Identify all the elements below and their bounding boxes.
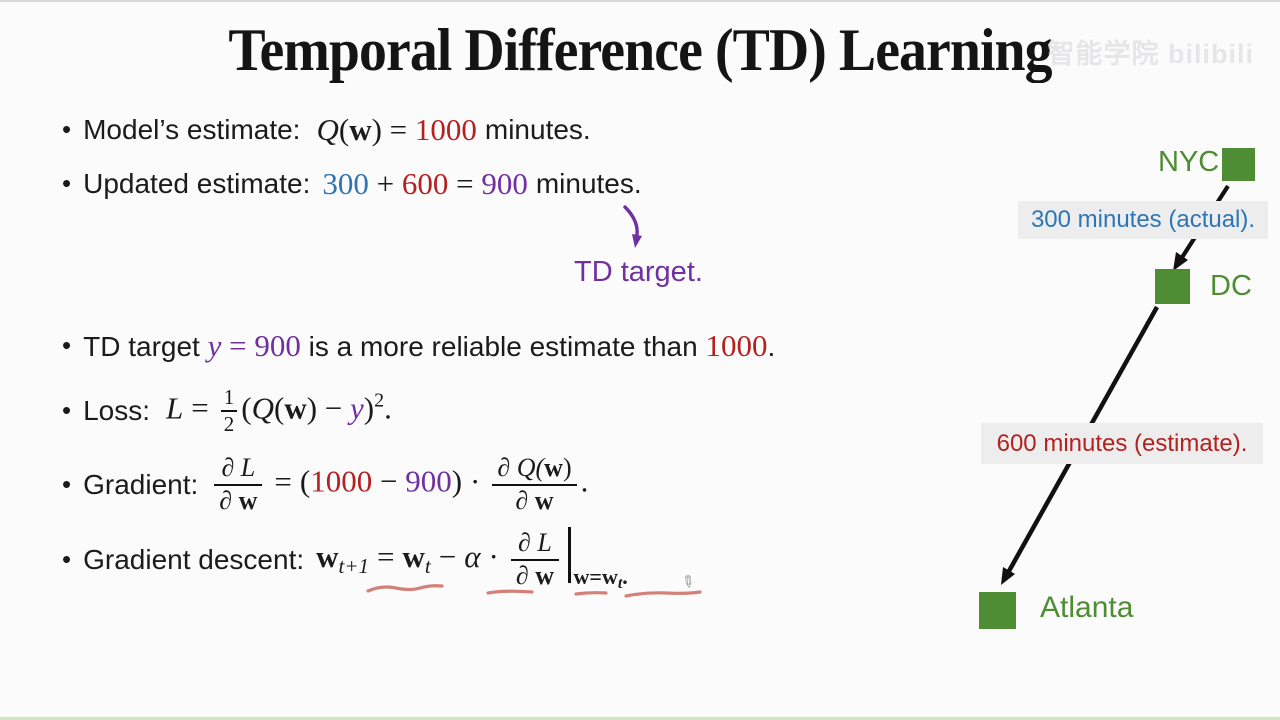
dc-node-square (1155, 269, 1190, 304)
estimate-time-badge: 600 minutes (estimate). (981, 423, 1263, 464)
bullet-dot: • (62, 113, 72, 144)
dL-dw-fraction: ∂ L ∂ w (214, 455, 263, 514)
atlanta-node-square (979, 592, 1016, 629)
gradient-label: Gradient: (83, 468, 199, 500)
minutes-suffix: minutes. (535, 167, 642, 199)
value-1000: 1000 (705, 328, 768, 363)
value-300: 300 (322, 166, 369, 201)
bilibili-watermark: 智能学院 bilibili (1047, 39, 1254, 69)
model-estimate-label: Model’s estimate: (83, 113, 301, 145)
bullet-dot: • (62, 469, 72, 500)
bullet-model-estimate: • Model’s estimate: Q(w) = 1000 minutes. (62, 112, 591, 148)
td-target-annotation: TD target. (574, 256, 703, 288)
pen-cursor-icon: ✎ (676, 571, 698, 594)
minutes-suffix: minutes. (484, 113, 591, 145)
bullet-gradient-descent: • Gradient descent: wt+1 = wt − α · ∂ L ∂ w w=wt… (62, 524, 628, 596)
bullet-updated-estimate: • Updated estimate: 300 + 600 = 900 minu… (62, 166, 642, 202)
nyc-node-square (1222, 148, 1255, 181)
model-estimate-math: Q(w) = 1000 (316, 112, 477, 147)
purple-td-target-arrow (623, 205, 642, 248)
bottom-progress-line (0, 717, 1280, 720)
slide-title: Temporal Difference (TD) Learning (228, 17, 1052, 83)
dL-dw-fraction: ∂ L ∂ w (510, 529, 559, 589)
bullet-td-target-reliable: • TD target y = 900 is a more reliable e… (62, 328, 775, 364)
loss-label: Loss: (83, 394, 151, 426)
value-1000: 1000 (414, 112, 477, 147)
value-900: 900 (405, 464, 452, 500)
gradient-descent-math: wt+1 = wt − α · ∂ L ∂ w w=wt. (316, 526, 628, 592)
atlanta-label: Atlanta (1040, 591, 1134, 624)
bullet-dot: • (62, 329, 72, 360)
evaluation-condition: w=wt. (573, 563, 628, 592)
evaluated-at-bar (568, 526, 571, 583)
bullet-gradient: • Gradient: ∂ L ∂ w = (1000 − 900) · ∂ Q(w) ∂ … (62, 449, 588, 521)
bullet-dot: • (62, 167, 72, 198)
updated-estimate-math: 300 + 600 = 900 (322, 166, 528, 201)
reliable-text: TD target y = 900 is a more reliable est… (83, 328, 776, 363)
dQ-dw-fraction: ∂ Q(w) ∂ w (492, 455, 577, 514)
gradient-math: ∂ L ∂ w = (1000 − 900) · ∂ Q(w) ∂ w. (210, 455, 588, 514)
actual-time-badge: 300 minutes (actual). (1018, 201, 1268, 239)
gradient-descent-label: Gradient descent: (83, 543, 305, 575)
nyc-label: NYC (1158, 146, 1220, 178)
td-target-value: y = 900 (207, 328, 301, 363)
bullet-loss: • Loss: L = 1 2 (Q(w) − y)2. (62, 382, 392, 440)
updated-estimate-label: Updated estimate: (83, 167, 311, 199)
bullet-dot: • (62, 395, 72, 426)
y-variable: y (350, 390, 364, 426)
value-600: 600 (401, 166, 449, 201)
top-divider (0, 0, 1280, 2)
loss-math: L = 1 2 (Q(w) − y)2. (166, 384, 392, 436)
bullet-dot: • (62, 544, 72, 575)
dc-label: DC (1210, 270, 1252, 302)
value-900: 900 (481, 166, 528, 201)
value-1000: 1000 (310, 464, 373, 500)
